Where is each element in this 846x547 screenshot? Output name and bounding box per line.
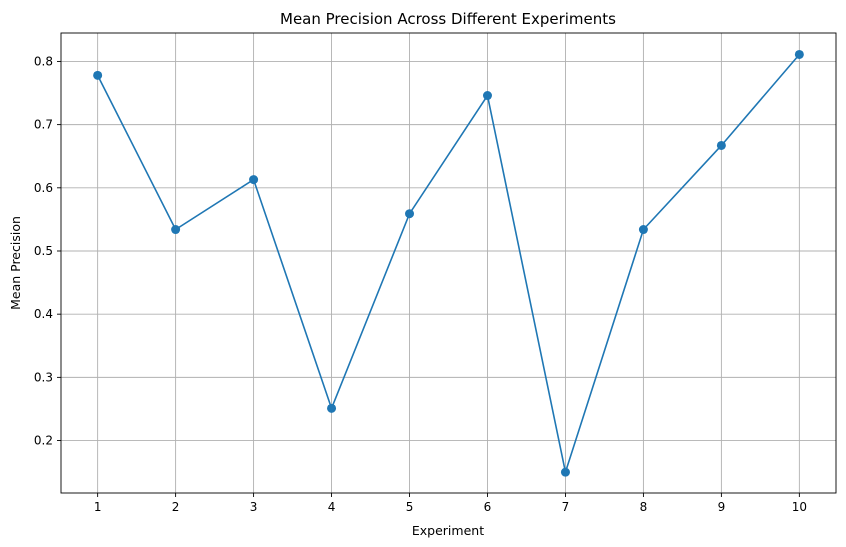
x-tick-label: 7 bbox=[562, 500, 570, 514]
data-point bbox=[716, 140, 726, 150]
grid bbox=[61, 33, 836, 493]
x-tick-label: 1 bbox=[94, 500, 102, 514]
data-point bbox=[93, 70, 103, 80]
y-tick-label: 0.6 bbox=[34, 181, 53, 195]
data-point bbox=[249, 175, 259, 185]
data-point bbox=[794, 49, 804, 59]
x-tick-label: 6 bbox=[484, 500, 492, 514]
data-point bbox=[171, 225, 181, 235]
x-tick-label: 3 bbox=[250, 500, 258, 514]
x-tick-label: 5 bbox=[406, 500, 414, 514]
x-tick-label: 4 bbox=[328, 500, 336, 514]
data-point bbox=[638, 225, 648, 235]
y-tick-label: 0.4 bbox=[34, 307, 53, 321]
x-axis-label: Experiment bbox=[412, 523, 484, 538]
y-tick-label: 0.5 bbox=[34, 244, 53, 258]
y-tick-label: 0.7 bbox=[34, 118, 53, 132]
x-tick-label: 9 bbox=[718, 500, 726, 514]
data-point bbox=[482, 91, 492, 101]
y-tick-label: 0.8 bbox=[34, 54, 53, 68]
data-point bbox=[405, 209, 415, 219]
x-axis-ticks: 1 2 3 4 5 6 7 8 9 10 bbox=[94, 493, 807, 514]
x-tick-label: 10 bbox=[792, 500, 807, 514]
series-line bbox=[96, 53, 800, 476]
y-tick-label: 0.3 bbox=[34, 370, 53, 384]
y-axis-ticks: 0.2 0.3 0.4 0.5 0.6 0.7 0.8 bbox=[34, 54, 61, 448]
data-point bbox=[327, 403, 337, 413]
series-group bbox=[93, 49, 804, 477]
y-tick-label: 0.2 bbox=[34, 434, 53, 448]
chart-title: Mean Precision Across Different Experime… bbox=[280, 10, 616, 28]
y-axis-label: Mean Precision bbox=[8, 216, 23, 310]
x-tick-label: 2 bbox=[172, 500, 180, 514]
plot-frame bbox=[60, 32, 837, 494]
x-tick-label: 8 bbox=[640, 500, 648, 514]
data-point bbox=[560, 467, 570, 477]
